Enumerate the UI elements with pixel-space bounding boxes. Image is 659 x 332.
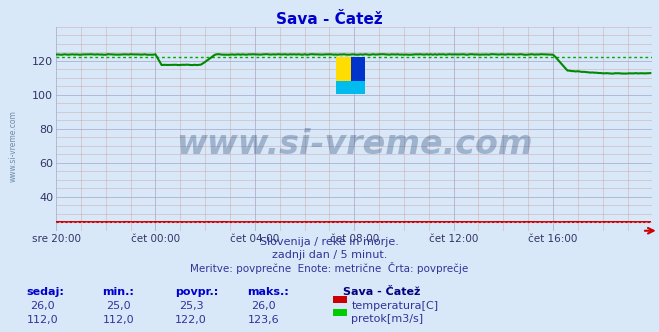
Text: 25,0: 25,0 [106, 301, 131, 311]
Text: 25,3: 25,3 [179, 301, 204, 311]
Text: temperatura[C]: temperatura[C] [351, 301, 438, 311]
Text: maks.:: maks.: [247, 287, 289, 297]
Text: www.si-vreme.com: www.si-vreme.com [9, 110, 18, 182]
Text: Sava - Čatež: Sava - Čatež [343, 287, 420, 297]
Text: Slovenija / reke in morje.: Slovenija / reke in morje. [260, 237, 399, 247]
Bar [351, 57, 364, 94]
Text: 112,0: 112,0 [103, 315, 134, 325]
Text: 26,0: 26,0 [251, 301, 276, 311]
Text: Sava - Čatež: Sava - Čatež [276, 12, 383, 27]
Text: Meritve: povprečne  Enote: metrične  Črta: povprečje: Meritve: povprečne Enote: metrične Črta:… [190, 262, 469, 274]
Text: 112,0: 112,0 [27, 315, 59, 325]
Text: sedaj:: sedaj: [26, 287, 64, 297]
Text: 123,6: 123,6 [248, 315, 279, 325]
Text: 26,0: 26,0 [30, 301, 55, 311]
Bar [336, 57, 351, 94]
Text: pretok[m3/s]: pretok[m3/s] [351, 314, 423, 324]
Text: 122,0: 122,0 [175, 315, 207, 325]
Bar [336, 81, 364, 94]
Text: www.si-vreme.com: www.si-vreme.com [176, 128, 532, 161]
Text: min.:: min.: [102, 287, 134, 297]
Text: zadnji dan / 5 minut.: zadnji dan / 5 minut. [272, 250, 387, 260]
Text: povpr.:: povpr.: [175, 287, 218, 297]
